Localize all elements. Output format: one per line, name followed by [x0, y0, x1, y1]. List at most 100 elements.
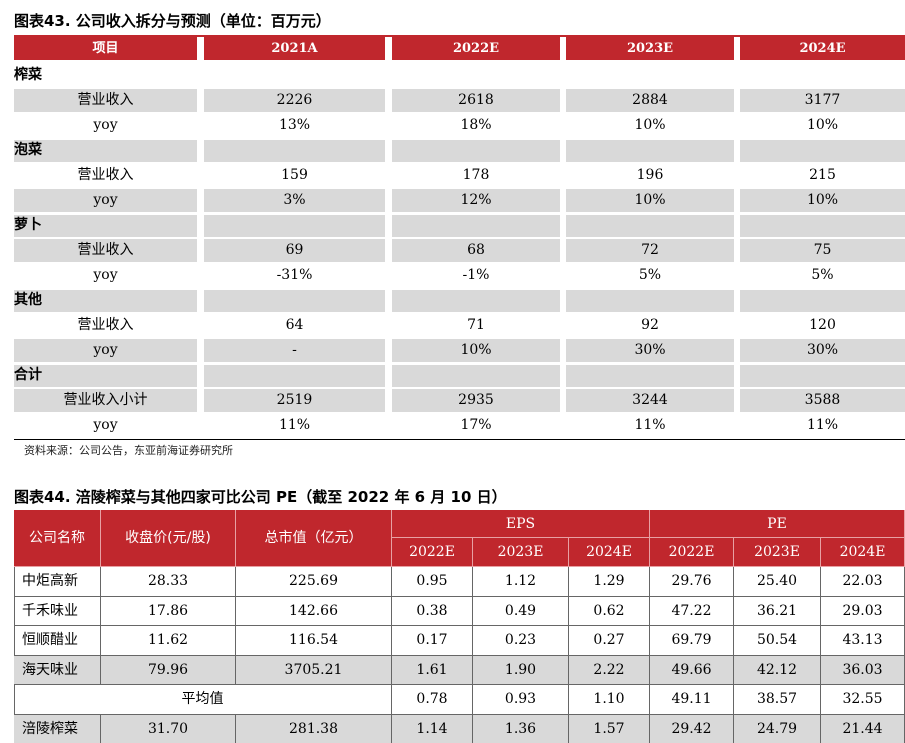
section-label: 萝卜 [14, 217, 42, 233]
row-grey-band [14, 189, 197, 212]
eps-value: 0.62 [569, 596, 650, 626]
row-label: yoy [93, 417, 118, 433]
section-row: 萝卜 [14, 213, 905, 238]
section-grey-band [14, 365, 197, 387]
row-grey-band [204, 239, 385, 262]
value-cell: 30% [634, 342, 666, 358]
fig44-title: 图表44. 涪陵榨菜与其他四家可比公司 PE（截至 2022 年 6 月 10 … [14, 488, 507, 506]
row-label: 营业收入 [77, 167, 134, 183]
header-bg [204, 37, 385, 60]
header-cell: 2023E [626, 41, 674, 56]
pe-value: 22.03 [821, 567, 905, 597]
section-label: 合计 [14, 367, 42, 383]
pe-value: 29.76 [650, 567, 734, 597]
close-price: 17.86 [101, 596, 236, 626]
eps-value: 1.14 [392, 714, 473, 743]
section-row: 榨菜 [14, 63, 905, 88]
section-grey-band [14, 290, 197, 312]
company-name: 涪陵榨菜 [14, 714, 101, 743]
header-mktcap: 总市值（亿元） [236, 510, 392, 567]
pe-value: 43.13 [821, 626, 905, 656]
pe-value: 36.21 [734, 596, 821, 626]
header-price: 收盘价(元/股) [101, 510, 236, 567]
section-grey-band [392, 365, 560, 387]
table-header-row: 项目 2021A 2022E 2023E 2024E [14, 37, 905, 60]
row-label: 营业收入 [77, 242, 134, 258]
table-left-border [14, 510, 15, 743]
value-cell: 2935 [458, 392, 494, 408]
pe-value: 50.54 [734, 626, 821, 656]
section-grey-band [566, 215, 734, 237]
market-cap: 3705.21 [236, 655, 392, 685]
value-cell: 11% [634, 417, 666, 433]
eps-value: 0.27 [569, 626, 650, 656]
row-grey-band [14, 89, 197, 112]
value-cell: 178 [462, 167, 490, 183]
close-price: 31.70 [101, 714, 236, 743]
header-bg [14, 37, 197, 60]
row-label: yoy [93, 267, 118, 283]
table-row: 营业收入 69 68 72 75 [14, 238, 905, 263]
pe-value: 29.42 [650, 714, 734, 743]
section-label: 泡菜 [14, 142, 42, 158]
value-cell: 2226 [276, 92, 313, 108]
row-grey-band [740, 339, 905, 362]
value-cell: - [292, 342, 297, 358]
row-label: 营业收入小计 [63, 392, 148, 408]
value-cell: 72 [641, 242, 659, 258]
avg-eps: 1.10 [569, 685, 650, 715]
section-grey-band [740, 290, 905, 312]
value-cell: 2519 [276, 392, 313, 408]
row-label: yoy [93, 192, 118, 208]
section-grey-band [14, 215, 197, 237]
header-pe-year: 2023E [734, 538, 821, 567]
pe-value: 42.12 [734, 655, 821, 685]
section-grey-band [204, 290, 385, 312]
value-cell: 2884 [632, 92, 668, 108]
row-grey-band [566, 189, 734, 212]
value-cell: 10% [634, 117, 666, 133]
row-grey-band [204, 339, 385, 362]
value-cell: 13% [278, 117, 311, 133]
pe-value: 49.66 [650, 655, 734, 685]
header-pe-year: 2022E [650, 538, 734, 567]
eps-value: 1.90 [473, 655, 569, 685]
header-eps-year: 2024E [569, 538, 650, 567]
section-grey-band [392, 215, 560, 237]
value-cell: 3% [283, 192, 306, 208]
row-grey-band [14, 339, 197, 362]
pe-value: 69.79 [650, 626, 734, 656]
row-grey-band [740, 239, 905, 262]
table-row: 营业收入 64 71 92 120 [14, 313, 905, 338]
company-name: 中炬高新 [14, 567, 101, 597]
table-row: 营业收入小计 2519 2935 3244 3588 [14, 388, 905, 413]
table-row: 营业收入 2226 2618 2884 3177 [14, 88, 905, 113]
row-grey-band [204, 89, 385, 112]
pe-table: 公司名称 收盘价(元/股) 总市值（亿元） EPS PE 2022E 2022E 2023E 2… [14, 510, 905, 743]
row-grey-band [392, 339, 560, 362]
section-grey-band [740, 140, 905, 162]
eps-value: 0.17 [392, 626, 473, 656]
header-pe-group: PE [650, 510, 905, 538]
value-cell: 2618 [458, 92, 494, 108]
value-cell: 17% [460, 417, 492, 433]
value-cell: 215 [809, 167, 836, 183]
fig43-source: 资料来源：公司公告，东亚前海证券研究所 [24, 444, 233, 457]
average-label: 平均值 [14, 685, 392, 715]
value-cell: 92 [641, 317, 659, 333]
row-grey-band [566, 239, 734, 262]
value-cell: 75 [813, 242, 832, 258]
value-cell: 11% [278, 417, 311, 433]
row-label: yoy [93, 117, 118, 133]
row-grey-band [392, 239, 560, 262]
value-cell: 11% [806, 417, 839, 433]
row-grey-band [740, 89, 905, 112]
value-cell: 10% [806, 117, 839, 133]
section-label: 榨菜 [14, 67, 42, 83]
header-bg [740, 37, 905, 60]
avg-pe: 32.55 [821, 685, 905, 715]
value-cell: 159 [281, 167, 308, 183]
row-label: yoy [93, 342, 118, 358]
section-grey-band [204, 215, 385, 237]
avg-eps: 0.93 [473, 685, 569, 715]
